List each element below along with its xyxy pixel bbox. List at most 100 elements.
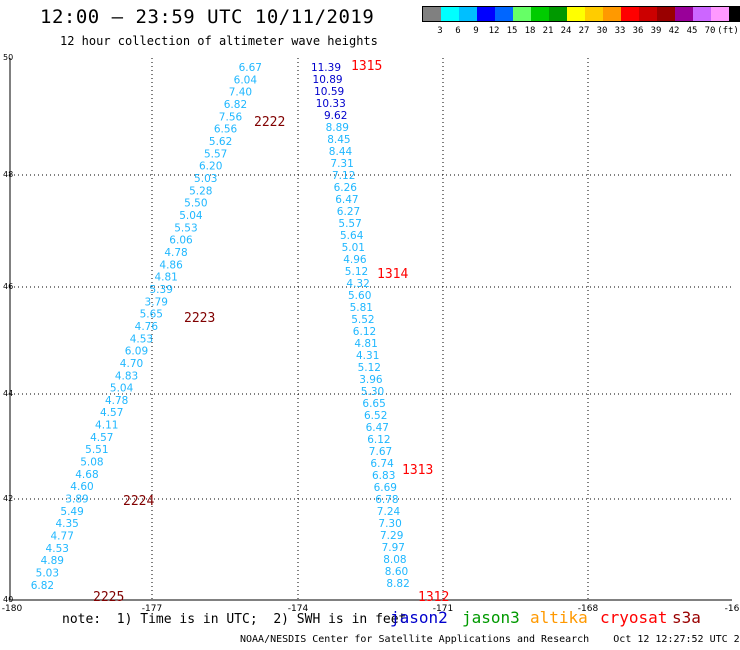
wave-height-label: 7.24 [377, 506, 401, 518]
wave-height-label: 5.52 [351, 314, 374, 326]
time-label: 2223 [184, 311, 215, 326]
y-tick-label: 50 [3, 53, 13, 62]
wave-height-label: 4.68 [75, 469, 98, 481]
legend-label: 30 [596, 26, 608, 36]
wave-height-label: 10.59 [314, 86, 344, 98]
legend-label: (ft) [717, 26, 739, 36]
wave-height-label: 7.67 [369, 446, 392, 458]
x-tick-label: -174 [288, 604, 309, 614]
wave-height-label: 6.47 [366, 422, 389, 434]
legend-label: 21 [542, 26, 554, 36]
wave-height-label: 4.89 [41, 555, 64, 567]
legend-label: 15 [506, 26, 518, 36]
wave-height-label: 4.35 [55, 518, 78, 530]
legend-label: 3 [437, 26, 443, 36]
wave-height-label: 7.12 [332, 170, 355, 182]
legend-label: 39 [650, 26, 662, 36]
wave-height-label: 5.60 [348, 290, 371, 302]
wave-height-label: 8.82 [386, 578, 409, 590]
legend-swatch [711, 7, 729, 21]
wave-height-label: 4.96 [343, 254, 367, 266]
y-tick-label: 42 [3, 494, 13, 503]
wave-height-label: 10.89 [313, 74, 343, 86]
time-label: 1315 [351, 59, 382, 74]
legend-label: 45 [686, 26, 698, 36]
legend-label: 70 [704, 26, 716, 36]
wave-height-label: 5.03 [194, 173, 217, 185]
legend-swatch [639, 7, 657, 21]
legend-swatch [675, 7, 693, 21]
satellite-label: cryosat [600, 608, 668, 627]
wave-height-label: 5.51 [85, 444, 108, 456]
legend-swatch [477, 7, 495, 21]
x-tick-label: -168 [578, 604, 599, 614]
time-label: 2224 [123, 494, 154, 509]
wave-height-label: 5.39 [150, 284, 173, 296]
legend-label: 9 [473, 26, 479, 36]
wave-height-label: 5.04 [110, 383, 134, 395]
wave-height-label: 6.06 [169, 235, 193, 247]
wave-height-label: 7.29 [380, 530, 403, 542]
legend-swatch [423, 7, 441, 21]
wave-height-label: 4.83 [115, 370, 138, 382]
wave-height-label: 4.57 [90, 432, 113, 444]
wave-height-label: 6.27 [337, 206, 360, 218]
x-tick-label: -171 [433, 604, 453, 614]
wave-height-label: 4.77 [51, 531, 74, 543]
y-tick-label: 44 [3, 389, 13, 398]
wave-height-label: 5.64 [340, 230, 364, 242]
footer-credit: NOAA/NESDIS Center for Satellite Applica… [240, 634, 740, 645]
page-title: 12:00 – 23:59 UTC 10/11/2019 [40, 6, 375, 28]
satellite-label: jason3 [462, 608, 520, 627]
x-tick-label: -177 [142, 604, 162, 614]
wave-height-label: 4.60 [70, 481, 93, 493]
legend-label: 6 [455, 26, 461, 36]
legend-swatch [567, 7, 585, 21]
wave-height-label: 4.86 [159, 259, 183, 271]
legend-label: 33 [614, 26, 626, 36]
x-tick-label: -16 [725, 604, 740, 614]
wave-height-label: 5.49 [60, 506, 83, 518]
wave-height-label: 4.78 [164, 247, 187, 259]
legend-label: 18 [524, 26, 536, 36]
y-tick-label: 46 [3, 282, 13, 291]
wave-height-label: 6.67 [239, 62, 262, 74]
wave-height-label: 5.53 [174, 222, 197, 234]
wave-height-label: 5.28 [189, 185, 212, 197]
wave-height-label: 5.12 [358, 362, 381, 374]
wave-height-label: 4.11 [95, 420, 118, 432]
time-label: 1312 [418, 590, 449, 605]
wave-height-label: 6.56 [214, 124, 238, 136]
wave-height-label: 6.69 [374, 482, 397, 494]
wave-height-label: 5.03 [36, 568, 59, 580]
wave-height-label: 5.50 [184, 198, 207, 210]
footer-note: note: 1) Time is in UTC; 2) SWH is in fe… [62, 612, 407, 627]
wave-height-label: 5.57 [204, 148, 227, 160]
wave-height-label: 8.60 [385, 566, 408, 578]
wave-height-label: 6.52 [364, 410, 387, 422]
time-label: 1314 [377, 267, 408, 282]
legend-swatch [459, 7, 477, 21]
wave-height-label: 3.79 [145, 296, 168, 308]
time-label: 2225 [93, 590, 124, 605]
legend-label: 12 [488, 26, 500, 36]
legend-swatch [657, 7, 675, 21]
legend-swatches [422, 6, 740, 22]
wave-height-label: 3.96 [359, 374, 383, 386]
legend-swatch [531, 7, 549, 21]
legend-label: 27 [578, 26, 590, 36]
legend-swatch [495, 7, 513, 21]
legend-swatch [549, 7, 567, 21]
wave-height-label: 6.78 [375, 494, 398, 506]
legend-label: 36 [632, 26, 644, 36]
wave-height-label: 4.53 [46, 543, 69, 555]
page-subtitle: 12 hour collection of altimeter wave hei… [60, 34, 378, 48]
wave-height-label: 5.01 [342, 242, 365, 254]
satellite-label: altika [530, 608, 588, 627]
legend-swatch [603, 7, 621, 21]
wave-height-label: 8.45 [327, 134, 350, 146]
wave-height-label: 5.04 [179, 210, 203, 222]
wave-height-label: 4.53 [130, 333, 153, 345]
legend-swatch [585, 7, 603, 21]
